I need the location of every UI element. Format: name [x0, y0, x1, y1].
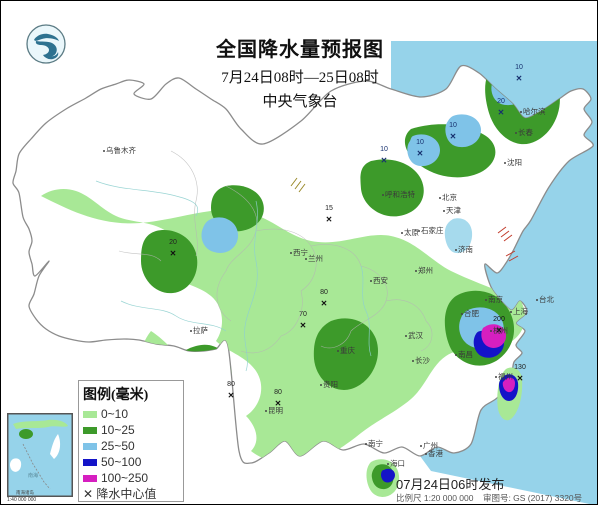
svg-text:南海诸岛: 南海诸岛	[16, 489, 34, 496]
svg-text:✕: ✕	[228, 391, 235, 400]
svg-text:✕: ✕	[170, 249, 177, 258]
svg-text:✕: ✕	[450, 132, 457, 141]
svg-text:200: 200	[493, 316, 505, 323]
svg-text:南海: 南海	[28, 472, 38, 479]
svg-text:10: 10	[380, 146, 388, 153]
svg-text:✕: ✕	[381, 156, 388, 165]
svg-text:80: 80	[320, 289, 328, 296]
svg-text:✕: ✕	[300, 321, 307, 330]
svg-text:20: 20	[169, 239, 177, 246]
svg-text:80: 80	[227, 381, 235, 388]
svg-text:10: 10	[416, 139, 424, 146]
svg-text:✕: ✕	[321, 299, 328, 308]
svg-text:✕: ✕	[417, 149, 424, 158]
svg-text:10: 10	[449, 122, 457, 129]
svg-text:80: 80	[274, 389, 282, 396]
svg-text:✕: ✕	[326, 215, 333, 224]
svg-text:130: 130	[514, 364, 526, 371]
svg-text:15: 15	[325, 205, 333, 212]
svg-text:✕: ✕	[517, 374, 524, 383]
